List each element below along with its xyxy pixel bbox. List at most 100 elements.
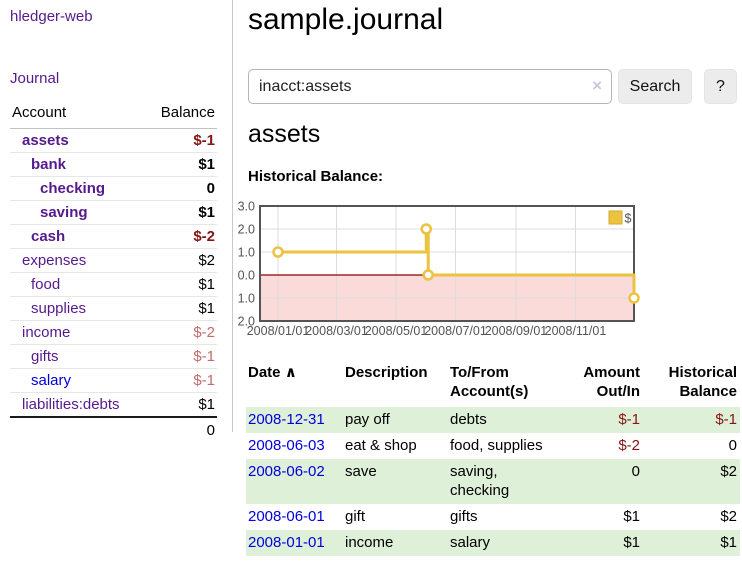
account-row: food $1 bbox=[10, 272, 217, 297]
register-header-row: Date ∧ Description To/From Account(s) Am… bbox=[246, 361, 740, 407]
transaction-accounts: saving, checking bbox=[450, 463, 510, 499]
sidebar: hledger-web Journal Account Balance asse… bbox=[0, 0, 233, 443]
transaction-balance: $2 bbox=[720, 463, 737, 480]
y-axis-tick-label: 2.0 bbox=[238, 223, 255, 237]
transaction-date-link[interactable]: 2008-06-03 bbox=[248, 437, 325, 454]
transaction-amount: $-1 bbox=[618, 411, 640, 428]
transaction-balance: $-1 bbox=[715, 411, 737, 428]
transaction-row: 2008-06-02 save saving, checking 0 $2 bbox=[246, 459, 740, 504]
account-row: saving $1 bbox=[10, 200, 217, 225]
account-link[interactable]: expenses bbox=[22, 252, 87, 269]
account-row: bank $1 bbox=[10, 152, 217, 177]
main-content: sample.journal × Search ? assets Histori… bbox=[238, 0, 742, 582]
clear-search-icon[interactable]: × bbox=[592, 76, 602, 95]
account-balance: $1 bbox=[146, 392, 217, 417]
account-row: supplies $1 bbox=[10, 296, 217, 321]
account-link[interactable]: salary bbox=[31, 372, 72, 389]
transaction-row: 2008-12-31 pay off debts $-1 $-1 bbox=[246, 407, 740, 433]
help-button[interactable]: ? bbox=[704, 69, 737, 104]
account-row: gifts $-1 bbox=[10, 344, 217, 369]
transaction-description: income bbox=[345, 534, 394, 551]
transaction-description: pay off bbox=[345, 411, 390, 428]
search-input[interactable] bbox=[248, 69, 612, 104]
account-link[interactable]: assets bbox=[22, 132, 69, 149]
account-balance: $1 bbox=[146, 152, 217, 177]
account-balance: $-1 bbox=[193, 132, 215, 149]
transaction-amount: $1 bbox=[623, 508, 640, 525]
data-point-marker bbox=[420, 223, 433, 235]
account-balance: $1 bbox=[146, 296, 217, 321]
account-link[interactable]: bank bbox=[31, 156, 67, 173]
transaction-date-link[interactable]: 2008-01-01 bbox=[248, 534, 325, 551]
app-brand-link[interactable]: hledger-web bbox=[10, 8, 93, 25]
transaction-row: 2008-01-01 income salary $1 $1 bbox=[246, 530, 740, 556]
transaction-description: save bbox=[345, 463, 377, 480]
accounts-table: Account Balance assets $-1 bank $1 checking 0… bbox=[10, 100, 217, 443]
y-axis-tick-label: -1.0 bbox=[238, 292, 255, 306]
transaction-balance: $1 bbox=[720, 534, 737, 551]
accounts-total-value: 0 bbox=[146, 416, 217, 443]
y-axis-tick-label: 0.0 bbox=[238, 269, 255, 283]
account-balance: $-1 bbox=[146, 344, 217, 369]
transaction-accounts: food, supplies bbox=[450, 437, 543, 454]
register-table-body: 2008-12-31 pay off debts $-1 $-1 2008-06-03 ea… bbox=[246, 407, 740, 556]
transaction-description: gift bbox=[345, 508, 366, 525]
search-button[interactable]: Search bbox=[618, 69, 692, 104]
transaction-accounts: salary bbox=[450, 534, 491, 551]
x-axis-tick-label: 2008/01/01 bbox=[247, 324, 310, 338]
account-link[interactable]: gifts bbox=[31, 348, 59, 365]
transaction-accounts: debts bbox=[450, 411, 487, 428]
accounts-total-row: 0 bbox=[10, 416, 217, 443]
chart-title: Historical Balance: bbox=[248, 168, 384, 185]
account-balance: $2 bbox=[146, 248, 217, 273]
account-balance: $1 bbox=[146, 200, 217, 225]
transaction-balance: $2 bbox=[720, 508, 737, 525]
legend-label: $ bbox=[625, 212, 632, 226]
historical-balance-chart: $3.0 2.0 1.0 0.0 -1.0 -2.02008/01/012008/03/0… bbox=[238, 200, 640, 338]
x-axis-tick-label: 2008/09/01 bbox=[485, 324, 548, 338]
transaction-row: 2008-06-01 gift gifts $1 $2 bbox=[246, 504, 740, 530]
account-link[interactable]: cash bbox=[31, 228, 66, 245]
col-date-sortable[interactable]: Date ∧ bbox=[248, 364, 297, 381]
account-heading: assets bbox=[248, 120, 321, 148]
accounts-col-account: Account bbox=[10, 100, 147, 129]
accounts-table-body: assets $-1 bank $1 checking 0 saving $1 cash $-2 e… bbox=[10, 129, 217, 417]
data-point-marker bbox=[628, 292, 640, 304]
x-axis-tick-label: 2008/07/01 bbox=[424, 324, 487, 338]
account-row: expenses $2 bbox=[10, 248, 217, 273]
transaction-date-link[interactable]: 2008-12-31 bbox=[248, 411, 325, 428]
x-axis-tick-label: 2008/05/01 bbox=[365, 324, 428, 338]
y-axis-tick-label: -2.0 bbox=[238, 315, 255, 329]
transaction-row: 2008-06-03 eat & shop food, supplies $-2 0 bbox=[246, 433, 740, 459]
plot-border bbox=[259, 205, 635, 322]
transaction-date-link[interactable]: 2008-06-01 bbox=[248, 508, 325, 525]
transaction-amount: 0 bbox=[631, 463, 640, 480]
account-balance: $-2 bbox=[146, 320, 217, 345]
transaction-amount: $-2 bbox=[618, 437, 640, 454]
transaction-accounts: gifts bbox=[450, 508, 478, 525]
account-row: salary $-1 bbox=[10, 368, 217, 393]
x-axis-tick-label: 2008/03/01 bbox=[305, 324, 368, 338]
data-point-marker bbox=[272, 246, 284, 258]
col-tofrom-accounts: To/From Account(s) bbox=[450, 364, 529, 400]
register-table: Date ∧ Description To/From Account(s) Am… bbox=[246, 361, 740, 556]
transaction-date-link[interactable]: 2008-06-02 bbox=[248, 463, 325, 480]
account-row: assets $-1 bbox=[10, 129, 217, 153]
account-row: liabilities:debts $1 bbox=[10, 392, 217, 417]
col-amount-outin: Amount Out/In bbox=[583, 364, 640, 400]
account-link[interactable]: income bbox=[22, 324, 71, 341]
y-axis-tick-label: 1.0 bbox=[238, 246, 255, 260]
page-title: sample.journal bbox=[248, 3, 444, 36]
sidebar-item-journal[interactable]: Journal bbox=[10, 70, 60, 87]
account-link[interactable]: liabilities:debts bbox=[22, 396, 120, 413]
account-link[interactable]: saving bbox=[40, 204, 88, 221]
transaction-description: eat & shop bbox=[345, 437, 417, 454]
account-balance: $-2 bbox=[146, 224, 217, 249]
accounts-col-balance: Balance bbox=[146, 100, 217, 129]
transaction-amount: $1 bbox=[623, 534, 640, 551]
col-description: Description bbox=[345, 364, 428, 381]
account-link[interactable]: food bbox=[31, 276, 61, 293]
account-link[interactable]: supplies bbox=[31, 300, 87, 317]
account-balance: $-1 bbox=[146, 368, 217, 393]
account-link[interactable]: checking bbox=[40, 180, 106, 197]
